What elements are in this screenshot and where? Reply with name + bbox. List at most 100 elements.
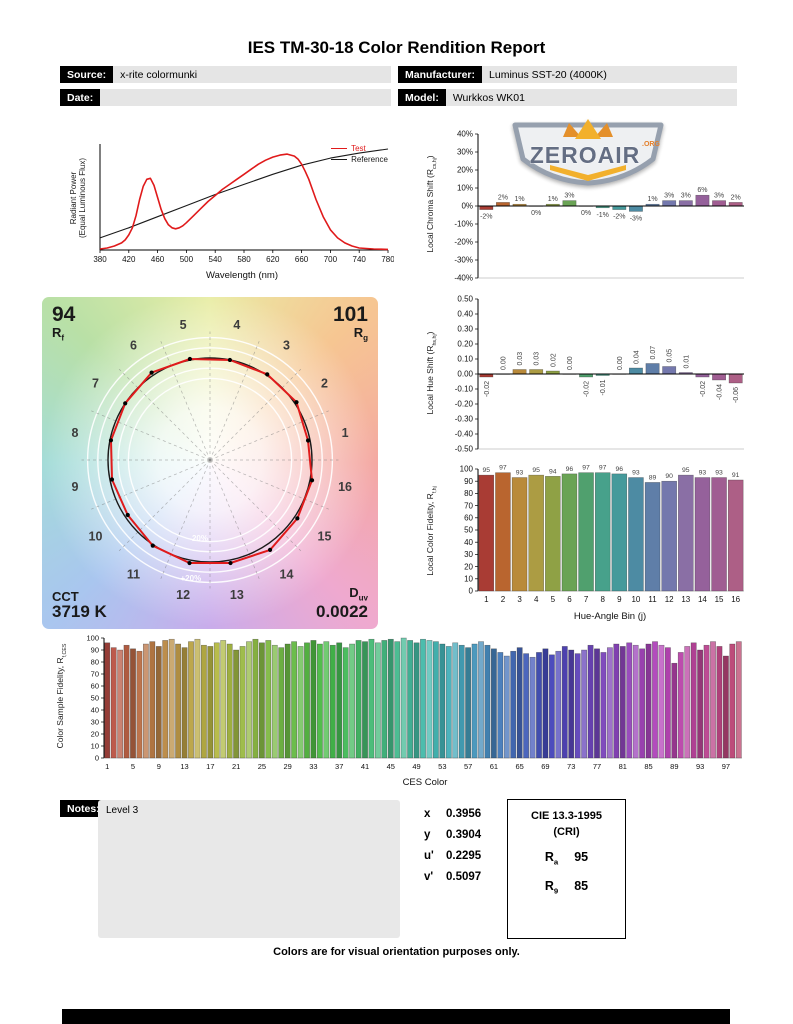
local-hue-shift-chart: Local Hue Shift (Rhs,hj) -0.50 -0.40 -0.30… bbox=[424, 293, 746, 457]
svg-text:2%: 2% bbox=[731, 194, 741, 201]
svg-text:-0.01: -0.01 bbox=[600, 379, 607, 395]
svg-text:29: 29 bbox=[283, 762, 291, 771]
logo-org-text: .ORG bbox=[642, 141, 660, 148]
spd-chart: Radiant Power (Equal Luminous Flux) 380 4… bbox=[66, 136, 396, 288]
svg-text:8: 8 bbox=[71, 426, 78, 440]
svg-text:-30%: -30% bbox=[454, 256, 473, 265]
svg-text:0: 0 bbox=[469, 587, 474, 596]
svg-text:97: 97 bbox=[582, 465, 590, 472]
svg-text:10%: 10% bbox=[457, 184, 473, 193]
svg-text:-0.06: -0.06 bbox=[733, 387, 740, 403]
svg-text:96: 96 bbox=[566, 466, 574, 473]
spd-y-axis-label: Radiant Power (Equal Luminous Flux) bbox=[68, 157, 87, 239]
svg-text:94: 94 bbox=[549, 468, 557, 475]
svg-text:780: 780 bbox=[381, 255, 394, 264]
svg-text:40: 40 bbox=[91, 706, 99, 715]
svg-text:5: 5 bbox=[180, 318, 187, 332]
svg-text:13: 13 bbox=[681, 595, 690, 604]
svg-text:95: 95 bbox=[483, 467, 491, 474]
svg-text:0: 0 bbox=[95, 754, 99, 763]
svg-text:91: 91 bbox=[732, 472, 740, 479]
rg-score: 101 Rg bbox=[332, 303, 368, 343]
notes-label: Notes: bbox=[60, 800, 107, 817]
svg-text:15: 15 bbox=[715, 595, 724, 604]
page-title: IES TM-30-18 Color Rendition Report bbox=[247, 38, 546, 57]
svg-text:11: 11 bbox=[127, 567, 140, 581]
page-bottom-bar bbox=[62, 1009, 730, 1024]
svg-text:4: 4 bbox=[233, 318, 240, 332]
svg-text:6: 6 bbox=[567, 595, 572, 604]
svg-text:9: 9 bbox=[617, 595, 622, 604]
svg-text:420: 420 bbox=[122, 255, 136, 264]
logo-chevron bbox=[550, 165, 626, 181]
svg-text:0.03: 0.03 bbox=[517, 352, 524, 366]
svg-text:0.07: 0.07 bbox=[650, 346, 657, 360]
svg-text:10: 10 bbox=[631, 595, 640, 604]
svg-text:30: 30 bbox=[91, 718, 99, 727]
ces-x-axis-label: CES Color bbox=[402, 777, 448, 788]
chromaticity-u: u' 0.2295 bbox=[424, 850, 482, 862]
svg-text:85: 85 bbox=[644, 762, 652, 771]
svg-text:5: 5 bbox=[131, 762, 135, 771]
svg-text:3%: 3% bbox=[664, 193, 674, 200]
svg-text:13: 13 bbox=[180, 762, 188, 771]
svg-text:8: 8 bbox=[600, 595, 605, 604]
legend-item: Reference bbox=[331, 155, 388, 164]
svg-text:6%: 6% bbox=[697, 187, 707, 194]
svg-text:17: 17 bbox=[206, 762, 214, 771]
cri-label: (CRI) bbox=[553, 826, 580, 838]
svg-text:45: 45 bbox=[387, 762, 395, 771]
chroma-plot: -40% -30% -20% -10% 0% 10% 20% 30% 40% -2% 2% 1% 0% 1… bbox=[454, 130, 744, 283]
svg-text:95: 95 bbox=[682, 467, 690, 474]
svg-text:61: 61 bbox=[490, 762, 498, 771]
svg-text:100: 100 bbox=[86, 634, 99, 643]
model-value: Wurkkos WK01 bbox=[445, 89, 737, 106]
svg-text:93: 93 bbox=[715, 470, 723, 477]
svg-text:-20%: -20% bbox=[454, 238, 473, 247]
svg-text:1%: 1% bbox=[648, 196, 658, 203]
svg-text:21: 21 bbox=[232, 762, 240, 771]
svg-text:-2%: -2% bbox=[613, 214, 625, 221]
svg-text:0.10: 0.10 bbox=[457, 355, 473, 364]
svg-text:0.00: 0.00 bbox=[567, 356, 574, 370]
svg-text:57: 57 bbox=[464, 762, 472, 771]
svg-text:500: 500 bbox=[180, 255, 194, 264]
svg-text:41: 41 bbox=[361, 762, 369, 771]
svg-text:97: 97 bbox=[499, 465, 507, 472]
svg-text:0.30: 0.30 bbox=[457, 325, 473, 334]
svg-text:12: 12 bbox=[665, 595, 674, 604]
hue-plot: -0.50 -0.40 -0.30 -0.20 -0.10 0.00 0.10 0.20 0.3… bbox=[455, 295, 744, 454]
svg-text:65: 65 bbox=[515, 762, 523, 771]
footer-note: Colors are for visual orientation purpos… bbox=[273, 946, 520, 958]
model-field: Model: Wurkkos WK01 bbox=[398, 89, 737, 106]
svg-text:81: 81 bbox=[619, 762, 627, 771]
source-value: x-rite colormunki bbox=[113, 66, 391, 83]
svg-text:10: 10 bbox=[89, 530, 103, 544]
svg-text:580: 580 bbox=[237, 255, 251, 264]
color-vector-graphic: 1 2 3 4 5 6 7 8 9 10 11 12 13 14 15 16 +20% -20% 94 Rf 10… bbox=[42, 297, 378, 629]
svg-text:96: 96 bbox=[616, 466, 624, 473]
svg-text:700: 700 bbox=[324, 255, 338, 264]
svg-text:30: 30 bbox=[464, 550, 473, 559]
svg-text:77: 77 bbox=[593, 762, 601, 771]
svg-text:0.00: 0.00 bbox=[500, 356, 507, 370]
svg-text:3: 3 bbox=[517, 595, 522, 604]
svg-text:0%: 0% bbox=[531, 210, 541, 217]
svg-text:3%: 3% bbox=[564, 193, 574, 200]
svg-text:-0.30: -0.30 bbox=[455, 415, 474, 424]
cri-standard: CIE 13.3-1995 bbox=[531, 810, 602, 822]
fid16-y-axis-label: Local Color Fidelity, Rf,hj bbox=[425, 486, 438, 576]
svg-text:60: 60 bbox=[464, 514, 473, 523]
svg-text:0.03: 0.03 bbox=[534, 352, 541, 366]
svg-text:2: 2 bbox=[321, 376, 328, 390]
svg-text:2%: 2% bbox=[498, 194, 508, 201]
svg-text:-0.02: -0.02 bbox=[484, 381, 491, 397]
svg-text:97: 97 bbox=[722, 762, 730, 771]
svg-text:69: 69 bbox=[541, 762, 549, 771]
svg-text:0.00: 0.00 bbox=[617, 356, 624, 370]
svg-text:380: 380 bbox=[93, 255, 107, 264]
date-value bbox=[100, 89, 391, 106]
date-label: Date: bbox=[60, 89, 101, 106]
svg-text:7: 7 bbox=[584, 595, 589, 604]
